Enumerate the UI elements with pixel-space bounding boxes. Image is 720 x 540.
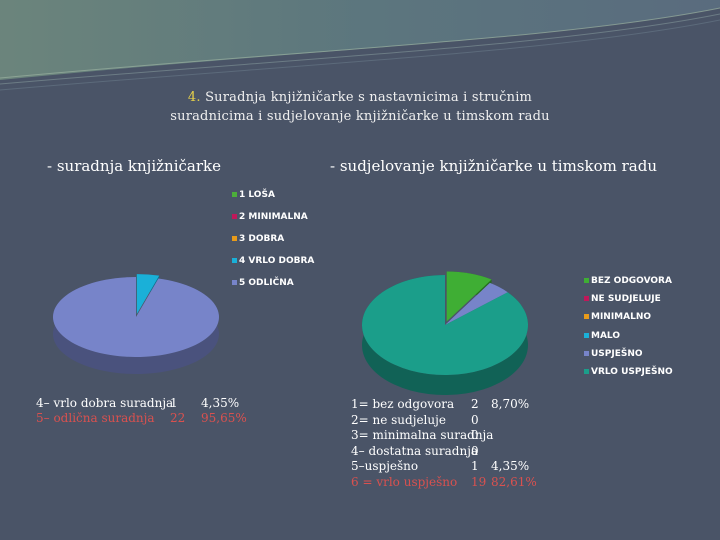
summary-label: 4– vrlo dobra suradnja <box>36 396 174 410</box>
summary-label: 5–uspješno <box>351 459 419 474</box>
summary-percent: 8,70% <box>491 397 530 411</box>
summary-label: 4– dostatna suradnja <box>351 443 479 458</box>
summary-label: 5– odlična suradnja <box>36 411 155 425</box>
header-decoration <box>0 0 720 91</box>
legend-swatch <box>584 314 589 320</box>
legend-swatch <box>584 350 589 356</box>
legend-label: MALO <box>591 330 620 341</box>
summary-percent: 4,35% <box>491 459 530 474</box>
slide-title: 4. Suradnja knjižničarke s nastavnicima … <box>120 88 600 126</box>
legend-swatch <box>584 278 589 283</box>
summary-count: 19 <box>471 475 487 489</box>
legend-label: USPJEŠNO <box>591 348 643 359</box>
summary-label: 2= ne sudjeluje <box>351 412 446 427</box>
legend-label: 4 VRLO DOBRA <box>239 256 315 266</box>
pie-2-slice-6 <box>362 275 528 375</box>
legend-swatch <box>232 280 237 285</box>
pie-2 <box>362 271 528 396</box>
title-number: 4. <box>187 90 201 105</box>
pie-2-slice-5 <box>445 282 508 325</box>
summary-count: 0 <box>471 412 479 427</box>
legend-swatch <box>584 296 589 302</box>
legend-swatch <box>232 214 237 219</box>
chart-1-title: - suradnja knjižničarke <box>47 157 221 175</box>
summary-label: 1= bez odgovora <box>351 397 455 411</box>
legend-swatch <box>232 236 237 241</box>
pie-1-slice-5 <box>53 277 219 358</box>
summary-percent: 82,61% <box>491 475 537 489</box>
summary-label: 6 = vrlo uspješno <box>351 475 458 489</box>
pie-1-slice-4 <box>136 274 160 315</box>
pie-1 <box>52 274 220 374</box>
summary-count: 0 <box>471 443 479 458</box>
legend-label: VRLO USPJEŠNO <box>591 367 673 377</box>
legend-swatch <box>584 369 589 374</box>
legend-label: BEZ ODGOVORA <box>591 276 672 286</box>
legend-label: 1 LOŠA <box>239 190 275 200</box>
summary-percent: 4,35% <box>201 396 240 410</box>
legend-label: 5 ODLIČNA <box>239 278 294 288</box>
legend-label: 3 DOBRA <box>239 234 285 244</box>
legend-label: 2 MINIMALNA <box>239 212 308 222</box>
legend-label: MINIMALNO <box>591 312 652 323</box>
summary-percent: 95,65% <box>201 411 247 425</box>
summary-label: 3= minimalna suradnja <box>351 428 494 443</box>
pie-2-slice-1 <box>446 271 492 322</box>
legend-swatch <box>584 332 589 338</box>
legend-swatch <box>232 258 237 263</box>
legend-label: NE SUDJELUJE <box>591 294 661 305</box>
legend-swatch <box>232 192 237 197</box>
title-line-1: Suradnja knjižničarke s nastavnicima i s… <box>205 90 533 105</box>
title-line-2: suradnicima i sudjelovanje knjižničarke … <box>170 109 550 124</box>
summary-count: 22 <box>170 411 186 425</box>
summary-count: 2 <box>471 397 479 411</box>
summary-count: 0 <box>471 428 479 443</box>
chart-2-title: - sudjelovanje knjižničarke u timskom ra… <box>330 157 657 175</box>
summary-count: 1 <box>471 459 479 474</box>
summary-count: 1 <box>170 396 178 410</box>
